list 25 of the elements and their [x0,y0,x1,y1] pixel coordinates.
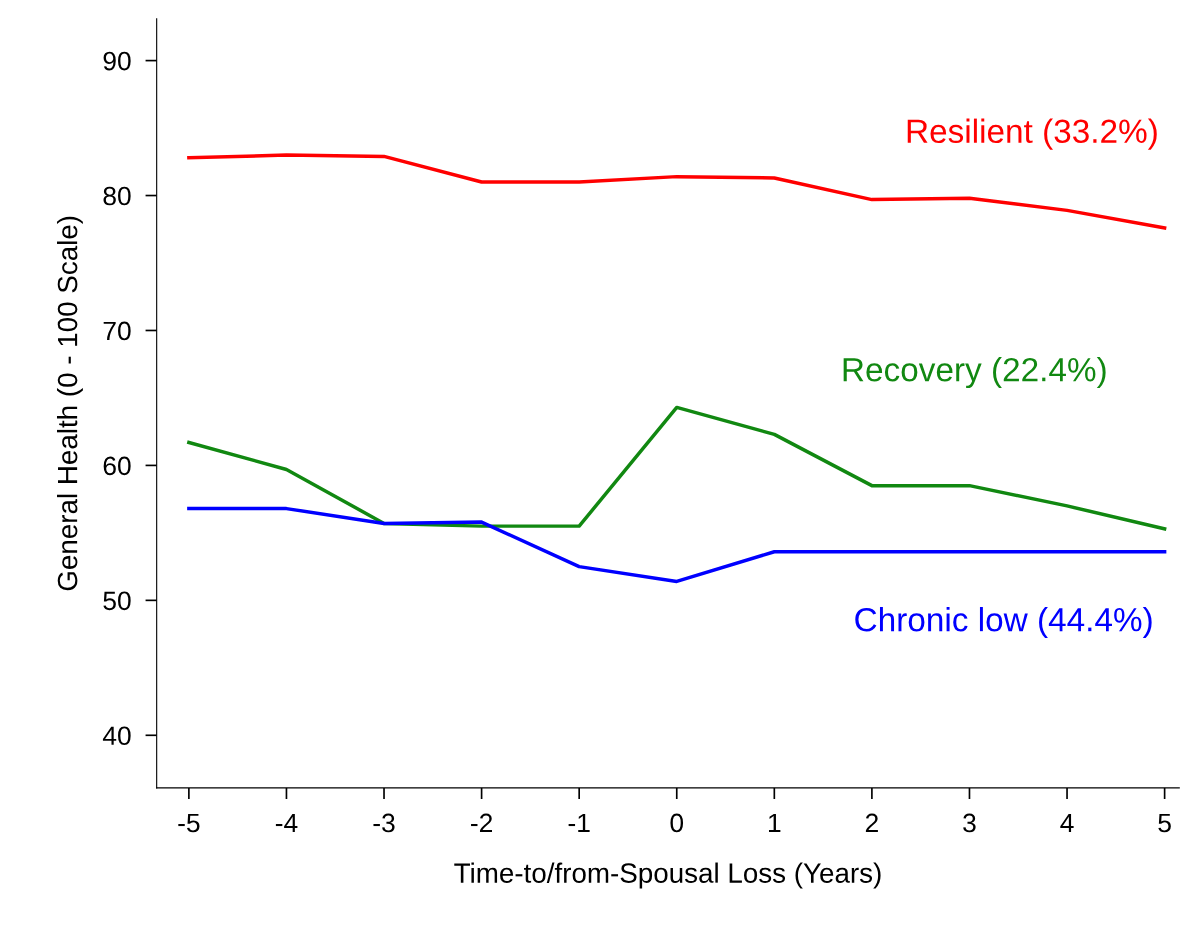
y-tick-label: 70 [103,321,131,341]
x-tick-label: -2 [471,813,493,833]
x-tick-label: 3 [963,813,976,833]
series-label: Chronic low (44.4%) [855,607,1152,639]
line-series [187,405,1167,531]
series-label: Resilient (33.2%) [907,118,1157,150]
line-series [187,153,1167,230]
x-tick-label: 4 [1060,813,1074,833]
y-tick-label: 60 [103,456,131,476]
x-tick-label: 2 [865,813,878,833]
y-tick-label: 50 [103,591,131,611]
text: Recovery (22.4%) [843,357,1106,389]
y-tick-label: 90 [103,51,131,71]
y-axis-title: General Health (0 - 100 Scale) [56,216,83,591]
y-tick-label: 40 [102,726,131,746]
line-series [187,506,1167,584]
x-tick-label: 5 [1158,813,1171,833]
x-tick-label: -3 [373,813,395,833]
x-tick-label: -1 [568,813,590,833]
x-tick-label: 0 [670,813,684,833]
y-tick-label: 80 [103,186,131,206]
x-tick-label: 1 [769,813,781,833]
x-tick-label: -4 [275,813,298,833]
x-axis-title: Time-to/from-Spousal Loss (Years) [454,862,881,889]
x-tick-label: -5 [178,813,200,833]
